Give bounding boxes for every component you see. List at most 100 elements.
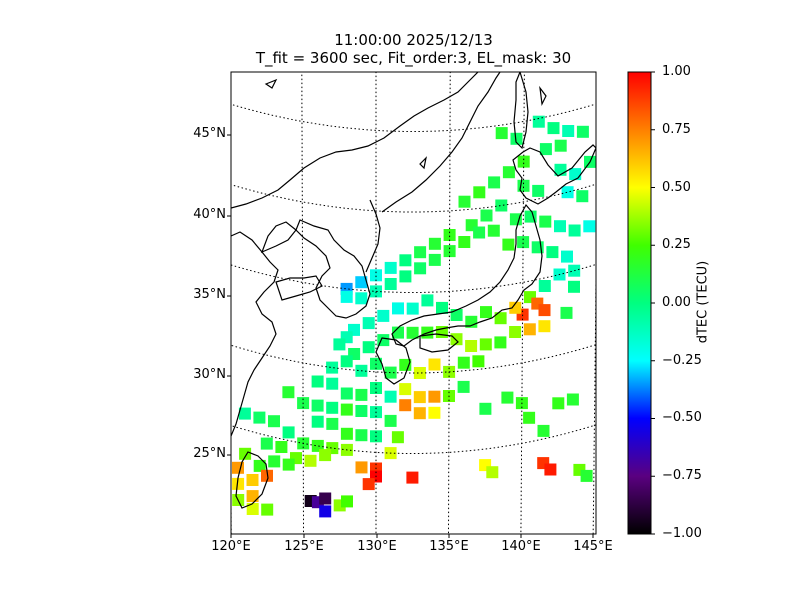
dtec-cell bbox=[413, 391, 426, 404]
dtec-cell bbox=[384, 390, 397, 403]
lat-label-45: 45°N bbox=[193, 126, 226, 141]
lon-label-130: 130°E bbox=[357, 539, 397, 554]
dtec-cell bbox=[370, 285, 382, 298]
dtec-cell bbox=[341, 495, 353, 508]
dtec-cell bbox=[568, 280, 580, 293]
dtec-cell bbox=[473, 186, 486, 199]
dtec-cell bbox=[304, 454, 317, 467]
coastline-small-1 bbox=[539, 85, 547, 107]
parallel-line bbox=[231, 424, 596, 454]
dtec-cell bbox=[576, 190, 589, 203]
colorbar-tick-label: 0.75 bbox=[662, 122, 691, 137]
dtec-cell bbox=[539, 143, 552, 156]
colorbar-label: dTEC (TECU) bbox=[695, 260, 711, 344]
dtec-cell bbox=[554, 220, 566, 233]
dtec-cell bbox=[568, 224, 581, 237]
dtec-cell bbox=[355, 388, 368, 401]
coastline-korea-east bbox=[365, 199, 381, 273]
parallel-line bbox=[231, 103, 596, 132]
dtec-cell bbox=[319, 492, 332, 505]
dtec-cell bbox=[561, 250, 573, 263]
dtec-cell bbox=[473, 226, 486, 239]
dtec-cell bbox=[326, 361, 339, 374]
colorbar-tick-label: −0.50 bbox=[662, 410, 702, 425]
map-area bbox=[231, 72, 596, 534]
lat-label-35: 35°N bbox=[193, 287, 226, 302]
dtec-cell bbox=[406, 302, 419, 315]
dtec-cell bbox=[319, 505, 332, 518]
dtec-cell bbox=[479, 338, 492, 351]
dtec-cell bbox=[414, 262, 427, 275]
dtec-cell bbox=[232, 477, 245, 490]
colorbar-tick-label: 0.00 bbox=[662, 295, 691, 310]
colorbar-tick-label: 0.25 bbox=[662, 237, 691, 252]
dtec-cell bbox=[580, 469, 593, 482]
coastline-taiwan bbox=[235, 451, 269, 509]
dtec-cell bbox=[392, 302, 404, 315]
dtec-cell bbox=[502, 166, 515, 179]
dtec-cell bbox=[480, 209, 493, 222]
dtec-cell bbox=[370, 269, 382, 282]
dtec-cell bbox=[392, 326, 404, 339]
dtec-cell bbox=[239, 447, 252, 460]
dtec-cell bbox=[458, 236, 471, 248]
dtec-cell bbox=[384, 414, 397, 427]
dtec-cell bbox=[523, 411, 536, 424]
coastline-shandong bbox=[275, 275, 323, 301]
dtec-cell bbox=[340, 355, 353, 368]
dtec-cell bbox=[268, 415, 280, 428]
dtec-cell bbox=[487, 224, 500, 237]
coastline-bohai bbox=[260, 221, 297, 254]
dtec-cell bbox=[495, 199, 508, 212]
dtec-cell bbox=[546, 246, 559, 259]
dtec-cell bbox=[319, 449, 332, 462]
dtec-cell bbox=[246, 490, 259, 503]
dtec-cell bbox=[532, 115, 545, 128]
dtec-cell bbox=[391, 431, 404, 444]
dtec-cell bbox=[282, 426, 295, 439]
dtec-cell bbox=[326, 417, 339, 430]
dtec-cell bbox=[517, 236, 530, 249]
dtec-cell bbox=[509, 326, 522, 338]
coastline-eurasia-north bbox=[231, 72, 479, 209]
coastline-russia-primorye bbox=[381, 72, 501, 213]
dtec-cell bbox=[494, 312, 507, 325]
dtec-cell bbox=[399, 399, 412, 412]
coastline-ryukyu-2 bbox=[264, 78, 278, 89]
dtec-cell bbox=[544, 463, 557, 476]
dtec-cell bbox=[538, 280, 551, 292]
dtec-cell bbox=[384, 261, 397, 274]
dtec-cell bbox=[384, 278, 397, 290]
colorbar-tick-label: 0.50 bbox=[662, 180, 691, 195]
dtec-cell bbox=[413, 407, 426, 420]
dtec-cell bbox=[583, 220, 596, 233]
dtec-cell bbox=[501, 391, 514, 404]
coastline-hokkaido bbox=[512, 144, 596, 205]
dtec-cell bbox=[509, 213, 522, 226]
dtec-cell bbox=[406, 471, 419, 484]
dtec-cell bbox=[311, 399, 324, 412]
dtec-cell bbox=[494, 336, 507, 349]
lon-label-145: 145°E bbox=[573, 539, 613, 554]
axis-ticks bbox=[227, 134, 594, 538]
dtec-cell bbox=[566, 393, 579, 406]
dtec-cell bbox=[261, 503, 274, 516]
coastline-ryukyu-1 bbox=[419, 156, 427, 170]
dtec-cell bbox=[428, 390, 441, 403]
dtec-data-cells bbox=[232, 115, 596, 518]
dtec-cell bbox=[495, 127, 508, 140]
dtec-cell bbox=[253, 411, 266, 424]
map-frame bbox=[230, 71, 597, 535]
dtec-cell bbox=[362, 478, 375, 491]
dtec-cell bbox=[428, 237, 441, 250]
dtec-cell bbox=[399, 254, 412, 267]
dtec-cell bbox=[340, 427, 353, 440]
dtec-cell bbox=[450, 309, 463, 321]
dtec-cell bbox=[326, 377, 339, 390]
dtec-cell bbox=[465, 340, 478, 352]
dtec-cell bbox=[457, 356, 470, 369]
meridian-line bbox=[520, 72, 525, 534]
dtec-cell bbox=[436, 301, 448, 314]
dtec-cell bbox=[246, 503, 259, 515]
